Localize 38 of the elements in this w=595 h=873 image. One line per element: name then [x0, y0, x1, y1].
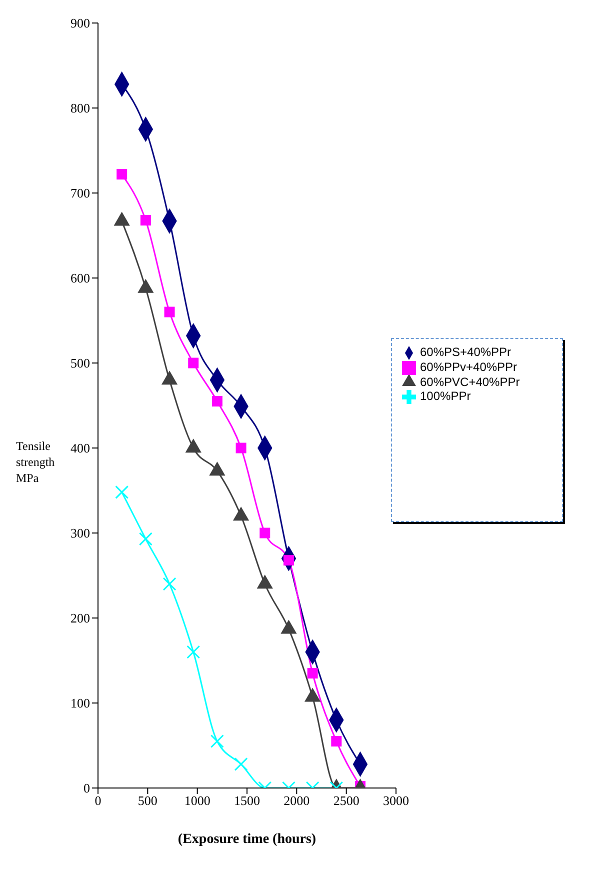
point — [188, 358, 199, 368]
point — [162, 577, 176, 591]
point — [234, 757, 248, 771]
point — [236, 442, 246, 454]
point — [138, 532, 152, 546]
point — [307, 668, 318, 678]
legend-label: 60%PPv+40%PPr — [420, 360, 518, 374]
x-tick-label: 3000 — [383, 793, 409, 808]
x-tick-label: 1000 — [184, 793, 210, 808]
x-tick-label: 2500 — [333, 793, 360, 808]
y-tick-label: 200 — [70, 610, 90, 626]
point — [116, 169, 128, 180]
point — [331, 736, 342, 746]
legend-label: 100%PPr — [420, 389, 471, 404]
y-tick-label: 600 — [70, 270, 90, 286]
x-tick-label: 2000 — [284, 793, 310, 808]
point — [140, 214, 151, 226]
point — [210, 734, 224, 748]
y-tick-label: 0 — [84, 780, 90, 796]
point — [164, 306, 175, 318]
point — [260, 528, 270, 538]
point — [115, 485, 129, 499]
point — [186, 645, 200, 659]
y-tick-label: 900 — [70, 16, 90, 31]
y-tick-label: 800 — [70, 100, 90, 116]
y-axis-title: Tensile strength MPa — [16, 439, 55, 485]
x-tick-label: 500 — [138, 793, 158, 808]
y-tick-label: 400 — [70, 440, 90, 456]
legend-label: 60%PVC+40%PPr — [420, 374, 520, 389]
y-tick-label: 100 — [70, 696, 90, 711]
point — [212, 396, 222, 406]
y-tick-label: 700 — [70, 186, 90, 201]
y-tick-label: 300 — [70, 526, 90, 541]
x-tick-label: 1500 — [234, 793, 260, 808]
legend-label: 60%PS+40%PPr — [420, 345, 512, 359]
x-tick-label: 0 — [94, 793, 102, 808]
x-axis-title: (Exposure time (hours) — [178, 832, 316, 847]
y-tick-label: 500 — [70, 356, 90, 371]
